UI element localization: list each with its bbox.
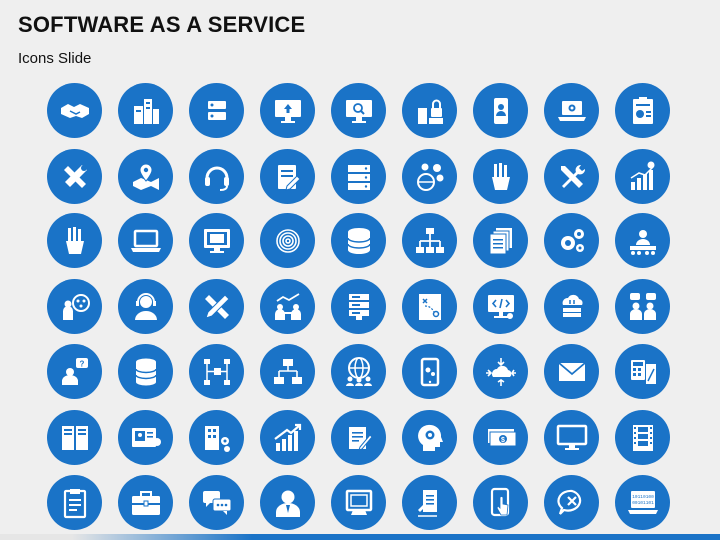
secure-building-icon — [402, 83, 457, 138]
binary-laptop-icon: 10110100 00101101 — [615, 475, 670, 530]
money-icon: $ — [473, 410, 528, 465]
database-stack-icon — [118, 344, 173, 399]
hand-holding-icon — [473, 149, 528, 204]
clipboard-icon — [47, 475, 102, 530]
briefcase-icon — [118, 475, 173, 530]
slide-title: SOFTWARE AS A SERVICE — [18, 12, 306, 37]
handshake-icon — [47, 83, 102, 138]
buildings-icon — [118, 83, 173, 138]
cloud-arrows-icon — [473, 344, 528, 399]
server-list-icon — [331, 279, 386, 334]
growth-arrow-icon — [260, 410, 315, 465]
support-agent-icon — [118, 279, 173, 334]
cloud-server-icon — [544, 279, 599, 334]
network-icon — [402, 213, 457, 268]
global-team-icon — [331, 344, 386, 399]
mobile-user-icon — [473, 83, 528, 138]
slide-subtitle: Icons Slide — [18, 50, 92, 67]
chat-bubbles-icon — [189, 475, 244, 530]
head-gear-icon — [402, 410, 457, 465]
gears-icon — [544, 213, 599, 268]
growth-chart-icon — [615, 149, 670, 204]
server-rack-icon — [331, 149, 386, 204]
map-pin-icon — [118, 149, 173, 204]
team-meeting-icon — [615, 213, 670, 268]
svg-text:?: ? — [79, 359, 84, 368]
touch-phone-icon — [473, 475, 528, 530]
desktop-icon — [544, 410, 599, 465]
document-edit-icon — [331, 410, 386, 465]
documents-icon — [473, 213, 528, 268]
server-icon — [189, 83, 244, 138]
monitor-icon — [189, 213, 244, 268]
envelope-icon — [544, 344, 599, 399]
user-chat-icon — [615, 279, 670, 334]
businessman-icon — [260, 475, 315, 530]
pencil-ruler-icon — [189, 279, 244, 334]
svg-text:$: $ — [501, 437, 505, 444]
laptop-icon — [118, 213, 173, 268]
monitor-search-icon — [331, 83, 386, 138]
headset-icon — [189, 149, 244, 204]
collaboration-chart-icon — [260, 279, 315, 334]
tools-icon — [47, 149, 102, 204]
network-monitors-icon — [260, 344, 315, 399]
svg-text:00101101: 00101101 — [632, 500, 654, 506]
user-question-icon: ? — [47, 344, 102, 399]
tablet-icon — [402, 344, 457, 399]
strategy-board-icon — [402, 279, 457, 334]
svg-text:10110100: 10110100 — [632, 494, 654, 500]
film-strip-icon — [615, 410, 670, 465]
hand-holding-icon — [47, 213, 102, 268]
edit-document-icon — [260, 149, 315, 204]
database-icon — [331, 213, 386, 268]
chat-error-icon — [544, 475, 599, 530]
org-structure-icon — [189, 344, 244, 399]
wrench-screwdriver-icon — [544, 149, 599, 204]
retro-monitor-icon — [331, 475, 386, 530]
laptop-settings-icon — [544, 83, 599, 138]
code-monitor-icon — [473, 279, 528, 334]
bottom-accent-bar — [0, 534, 720, 540]
clipboard-report-icon — [615, 83, 670, 138]
paper-pen-icon — [402, 475, 457, 530]
monitor-upload-icon — [260, 83, 315, 138]
building-gears-icon — [189, 410, 244, 465]
global-info-icon — [402, 149, 457, 204]
certificate-icon — [118, 410, 173, 465]
user-ideas-icon — [47, 279, 102, 334]
calculator-document-icon — [615, 344, 670, 399]
fingerprint-icon — [260, 213, 315, 268]
server-cabinet-icon — [47, 410, 102, 465]
